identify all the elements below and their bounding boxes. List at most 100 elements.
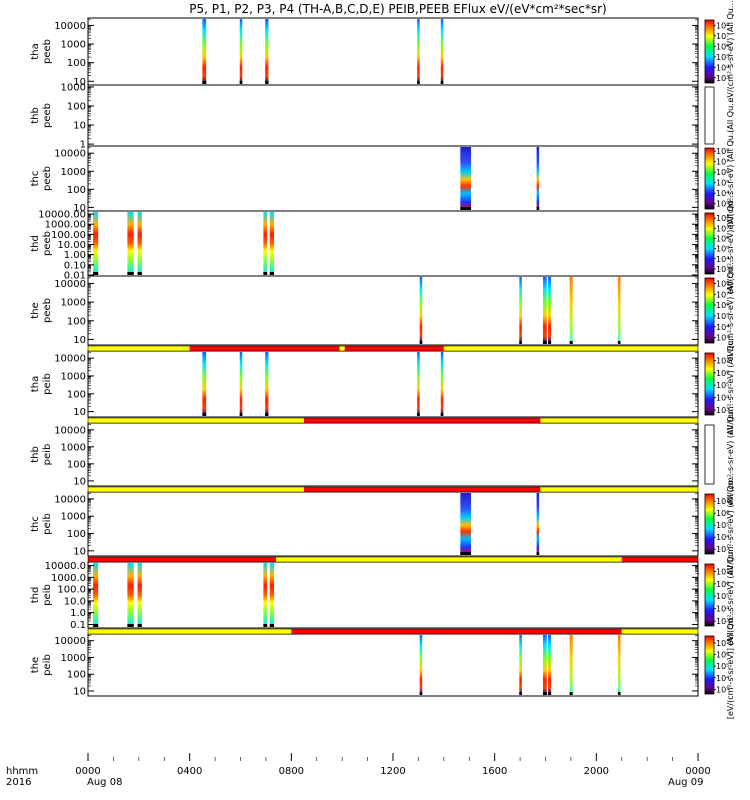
colorbar-tick-label: 10³	[716, 545, 729, 554]
colorbar-tick-label: 10³	[716, 685, 729, 694]
data-strip	[263, 212, 268, 275]
x-tick-label: 0400	[177, 766, 202, 777]
colorbar-tick-label: 10⁵	[716, 312, 729, 321]
data-strip-base	[269, 272, 275, 275]
time-axis: hhmm 2016 Aug 08 Aug 09 0000 0400 0800 1200…	[6, 753, 711, 788]
data-strip	[440, 19, 444, 84]
data-strip-base	[548, 692, 552, 695]
panel-ylabel-instrument: peib	[42, 444, 53, 466]
colorbar-gradient	[704, 635, 715, 695]
colorbar-thb-peib: eV/(cm²-s-sr-eV) (All Qu...	[704, 403, 735, 506]
data-strip-base	[617, 692, 621, 695]
mode-bar-segment	[339, 346, 345, 351]
data-strip	[93, 212, 99, 275]
data-strip	[617, 635, 621, 695]
data-strip-base	[569, 341, 573, 344]
colorbar-empty	[704, 86, 715, 145]
colorbar-tick-label: 10⁵	[716, 381, 729, 390]
panel-ylabel-instrument: peib	[42, 654, 53, 676]
y-tick-label: 1000	[61, 512, 86, 523]
y-tick-label: 10	[73, 335, 86, 346]
data-strip	[548, 277, 552, 344]
y-tick-label: 1000	[61, 167, 86, 178]
y-tick-label: 1000	[61, 442, 86, 453]
colorbar-tick-label: 10⁶	[716, 369, 729, 378]
y-tick-label: 10000.00	[38, 210, 86, 221]
data-strip-base	[519, 341, 522, 344]
colorbar-label: eV/(cm²-s-sr-eV) (All Qu...	[726, 127, 735, 229]
date-label-start: Aug 08	[87, 777, 122, 788]
colorbar-tick-label: 10⁸	[716, 21, 729, 30]
colorbar-tick-label: 10⁷	[716, 290, 729, 299]
colorbar-tick-label: 10⁶	[716, 42, 729, 51]
colorbar-tick-label: 10³	[716, 74, 729, 83]
data-strip-base	[419, 341, 423, 344]
panel-frame	[87, 275, 699, 346]
data-strip-base	[137, 272, 142, 275]
colorbar-tick-label: 10⁴	[716, 255, 729, 264]
data-strip-base	[617, 341, 621, 344]
data-strip-base	[417, 81, 420, 84]
colorbar-tick-label: 10⁷	[716, 158, 729, 167]
colorbar-gradient	[704, 352, 715, 416]
data-strip	[548, 635, 552, 695]
panel-background	[88, 423, 698, 486]
panel-ylabel-probe: thb	[30, 446, 41, 463]
mode-bar-frame	[87, 486, 699, 493]
y-tick-label: 10.0	[64, 596, 86, 607]
data-strip-base	[93, 624, 99, 627]
y-tick-label: 10	[73, 407, 86, 418]
data-strip	[460, 147, 472, 210]
mode-bar-1	[87, 345, 699, 352]
colorbar-tick-label: 10⁵	[716, 521, 729, 530]
mode-bar-segment	[88, 487, 305, 492]
colorbar-label: [eV/(cm²-s-sr-eV)] (All Qu...	[726, 611, 735, 719]
y-tick-label: 100	[67, 185, 86, 196]
mode-bar-2	[87, 417, 699, 424]
data-strip	[127, 212, 134, 275]
y-tick-label: 1000	[61, 40, 86, 51]
data-strip	[265, 19, 269, 84]
colorbar-label: eV/(cm²-s-sr-eV) (All Qu...	[726, 544, 735, 646]
colorbar-gradient	[704, 277, 715, 344]
colorbar-tick-label: 10⁵	[716, 53, 729, 62]
panel-the-peib: 10000 1000 100 10 the peib 10⁷ 10⁶ 10⁵ 10⁴ 10³[eV/…	[30, 611, 735, 719]
mode-bar-segment	[443, 346, 698, 351]
y-tick-label: 1000.0	[51, 573, 86, 584]
data-strip-base	[542, 341, 547, 344]
data-strip-base	[263, 624, 268, 627]
y-tick-label: 10000	[54, 636, 86, 647]
data-strip-base	[127, 272, 134, 275]
colorbar-tick-label: 10⁶	[716, 651, 729, 660]
data-strip	[127, 563, 134, 627]
mode-bar-segment	[189, 346, 340, 351]
colorbar-label: eV/(cm²-s-sr-eV) (All Qu...	[726, 259, 735, 361]
data-strip-base	[569, 692, 573, 695]
data-strip	[460, 493, 472, 555]
data-strip-base	[519, 692, 522, 695]
y-tick-label: 100.0	[57, 585, 86, 596]
panel-ylabel-probe: the	[30, 302, 41, 318]
panel-the-peeb: 10000 1000 100 10 the peeb 10⁸ 10⁷ 10⁶ 10⁵ 10⁴ 10³e…	[30, 259, 735, 361]
mode-bar-segment	[88, 629, 292, 634]
data-strip	[569, 277, 573, 344]
panel-ylabel-instrument: peeb	[42, 231, 53, 256]
data-strip-base	[239, 81, 243, 84]
colorbar-tick-label: 10³	[716, 617, 729, 626]
data-strip	[569, 635, 573, 695]
colorbar-tick-label: 10⁸	[716, 214, 729, 223]
colorbar-gradient	[704, 212, 715, 275]
panel-thb-peeb: 1000 100 10 1 thb peeb (All Qu...	[30, 82, 735, 150]
colorbar-tick-label: 10⁷	[716, 224, 729, 233]
data-strip-base	[419, 692, 423, 695]
panel-ylabel-probe: tha	[30, 376, 41, 392]
panel-ylabel-probe: tha	[30, 43, 41, 59]
colorbar-thb-peeb: (All Qu...	[704, 86, 735, 145]
y-tick-label: 10000	[54, 354, 86, 365]
mode-bar-segment	[344, 346, 444, 351]
data-strip	[542, 635, 547, 695]
colorbar-empty	[704, 424, 715, 485]
